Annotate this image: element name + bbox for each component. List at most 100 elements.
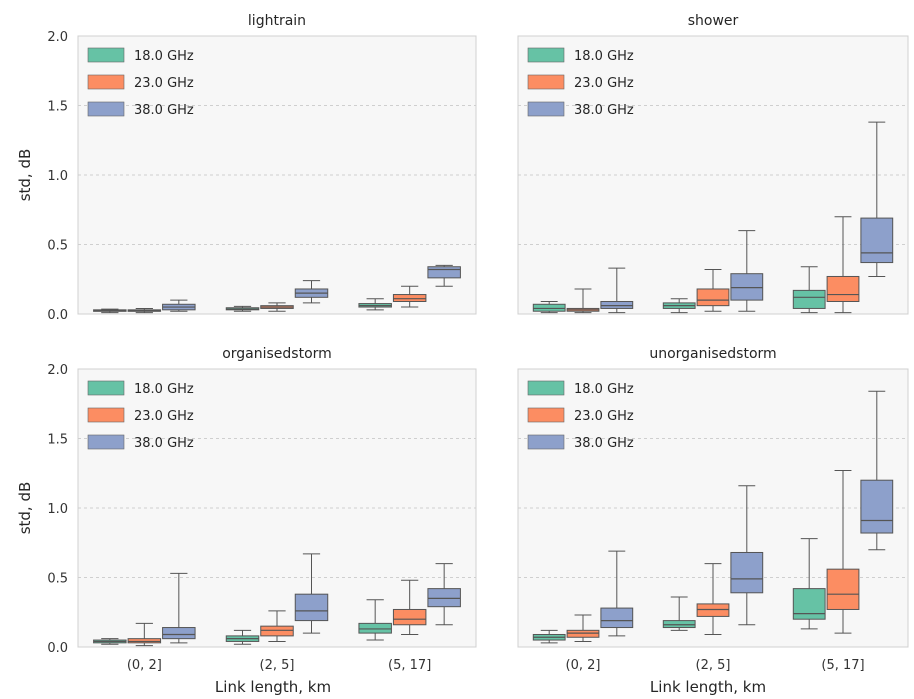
box-180-GHz-1 <box>662 596 696 631</box>
panel-title: unorganisedstorm <box>649 346 776 362</box>
legend-label: 18.0 GHz <box>134 49 194 64</box>
box-230-GHz-1 <box>696 563 730 635</box>
box-380-GHz-0 <box>162 572 196 644</box>
legend-label: 38.0 GHz <box>134 436 194 451</box>
x-axis-label-right: Link length, km <box>650 678 766 696</box>
legend-label: 18.0 GHz <box>574 382 634 397</box>
box-iqr <box>127 638 162 644</box>
legend-label: 23.0 GHz <box>134 76 194 91</box>
panel-shower: shower 18.0 GHz 23.0 GHz 38.0 GHz <box>517 13 909 315</box>
legend-swatch <box>527 380 565 396</box>
box-180-GHz-2 <box>792 538 826 630</box>
box-380-GHz-0 <box>162 299 196 312</box>
x-tick-label: (0, 2] <box>566 658 601 673</box>
y-tick-label: 2.0 <box>47 30 68 45</box>
box-180-GHz-1 <box>225 629 260 645</box>
box-iqr <box>600 300 634 309</box>
box-230-GHz-2 <box>826 469 860 634</box>
y-tick-label: 0.0 <box>47 308 68 323</box>
box-230-GHz-0 <box>566 288 600 314</box>
box-380-GHz-2 <box>860 390 894 551</box>
legend-swatch <box>87 101 125 117</box>
panel-title: organisedstorm <box>222 346 332 362</box>
panel-organisedstorm: organisedstorm 0.0 0.5 1.0 1.5 2.0 (0, 2] (2, 5… <box>47 346 477 673</box>
y-tick-label: 0.5 <box>47 572 68 587</box>
box-iqr <box>730 551 764 594</box>
box-iqr <box>826 568 860 610</box>
panel-title: shower <box>688 13 739 29</box>
box-iqr <box>792 588 826 620</box>
y-tick-label: 1.0 <box>47 169 68 184</box>
x-axis-label-left: Link length, km <box>215 678 331 696</box>
legend-label: 18.0 GHz <box>134 382 194 397</box>
box-230-GHz-0 <box>127 622 162 647</box>
box-230-GHz-1 <box>696 269 730 312</box>
box-180-GHz-2 <box>792 266 826 314</box>
legend-swatch <box>87 47 125 63</box>
panels-layer: lightrain 0.0 0.5 1.0 1.5 2.0 18.0 GHz 23.0 GHz… <box>47 13 909 673</box>
box-iqr <box>392 294 427 302</box>
box-230-GHz-2 <box>826 216 860 314</box>
y-axis-label-top: std, dB <box>16 149 34 202</box>
box-iqr <box>696 603 730 617</box>
x-tick-label: (2, 5] <box>260 658 295 673</box>
x-tick-label: (0, 2] <box>127 658 162 673</box>
box-iqr <box>792 289 826 309</box>
legend-label: 23.0 GHz <box>134 409 194 424</box>
box-380-GHz-2 <box>427 563 461 626</box>
box-180-GHz-2 <box>358 298 392 311</box>
box-180-GHz-1 <box>225 305 260 312</box>
box-iqr <box>358 622 392 634</box>
box-180-GHz-0 <box>532 629 566 644</box>
box-180-GHz-0 <box>93 308 127 314</box>
legend-swatch <box>527 434 565 450</box>
box-iqr <box>392 608 427 626</box>
box-380-GHz-0 <box>600 267 634 314</box>
box-230-GHz-0 <box>127 307 162 314</box>
legend-swatch <box>527 47 565 63</box>
x-tick-label: (5, 17] <box>388 658 431 673</box>
box-230-GHz-1 <box>260 610 294 642</box>
legend-label: 18.0 GHz <box>574 49 634 64</box>
y-tick-label: 1.5 <box>47 433 68 448</box>
y-tick-label: 1.0 <box>47 502 68 517</box>
legend-swatch <box>87 434 125 450</box>
legend-swatch <box>87 74 125 90</box>
legend-swatch <box>87 407 125 423</box>
box-iqr <box>860 479 894 534</box>
box-iqr <box>294 593 329 622</box>
box-380-GHz-0 <box>600 550 634 637</box>
box-380-GHz-1 <box>294 553 329 634</box>
box-230-GHz-1 <box>260 302 294 312</box>
box-iqr <box>600 607 634 629</box>
panel-title: lightrain <box>248 13 306 29</box>
box-iqr <box>730 273 764 301</box>
box-230-GHz-0 <box>566 614 600 642</box>
y-tick-label: 0.0 <box>47 641 68 656</box>
box-iqr <box>162 627 196 640</box>
box-iqr <box>260 625 294 637</box>
box-380-GHz-1 <box>730 230 764 312</box>
box-230-GHz-2 <box>392 285 427 308</box>
box-iqr <box>427 588 461 608</box>
panel-lightrain: lightrain 0.0 0.5 1.0 1.5 2.0 18.0 GHz 23.0 GHz… <box>47 13 477 323</box>
box-iqr <box>826 275 860 302</box>
box-380-GHz-2 <box>860 121 894 277</box>
y-tick-label: 1.5 <box>47 100 68 115</box>
box-iqr <box>696 288 730 307</box>
x-tick-label: (5, 17] <box>821 658 864 673</box>
box-iqr <box>427 266 461 279</box>
box-iqr <box>860 217 894 264</box>
box-180-GHz-0 <box>93 638 127 645</box>
legend-swatch <box>527 101 565 117</box>
y-tick-label: 0.5 <box>47 239 68 254</box>
box-iqr <box>532 303 566 312</box>
y-axis-label-bottom: std, dB <box>16 482 34 535</box>
legend-label: 23.0 GHz <box>574 409 634 424</box>
box-380-GHz-1 <box>730 485 764 626</box>
legend-swatch <box>87 380 125 396</box>
legend-label: 23.0 GHz <box>574 76 634 91</box>
legend-swatch <box>527 74 565 90</box>
box-180-GHz-1 <box>662 298 696 314</box>
